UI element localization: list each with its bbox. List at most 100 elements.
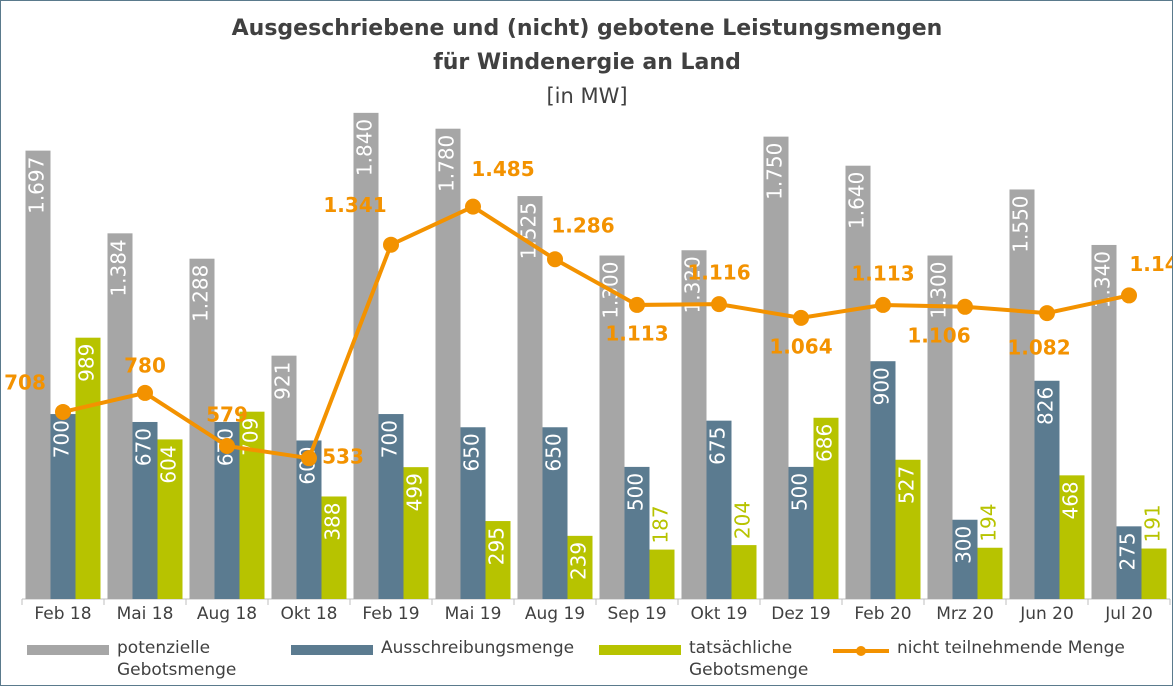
bar-value-label: 204 bbox=[731, 501, 755, 539]
bar bbox=[731, 545, 757, 599]
legend-item: nicht teilnehmende Menge bbox=[833, 637, 1173, 659]
line-point bbox=[1121, 287, 1137, 304]
bar bbox=[25, 150, 51, 599]
bar bbox=[763, 136, 789, 599]
x-tick-label: Mai 18 bbox=[117, 604, 174, 624]
line-point bbox=[55, 403, 71, 420]
bar-value-label: 826 bbox=[1034, 387, 1058, 425]
legend-rect bbox=[291, 645, 373, 655]
bar-value-label: 1.750 bbox=[763, 143, 787, 200]
legend-item: Ausschreibungsmenge bbox=[291, 637, 611, 659]
bar bbox=[353, 112, 379, 599]
x-tick-label: Mai 19 bbox=[445, 604, 502, 624]
bar bbox=[517, 196, 543, 599]
bar bbox=[239, 411, 265, 599]
legend-swatch bbox=[833, 646, 889, 656]
line-point bbox=[711, 296, 727, 313]
line-value-label: 1.064 bbox=[769, 334, 832, 358]
bar-value-label: 1.300 bbox=[927, 262, 951, 319]
bar-value-label: 295 bbox=[485, 527, 509, 565]
bar-value-label: 500 bbox=[788, 473, 812, 511]
legend-swatch bbox=[599, 645, 681, 655]
bar-value-label: 604 bbox=[157, 445, 181, 483]
x-tick-label: Feb 18 bbox=[34, 604, 91, 624]
x-tick-label: Jun 20 bbox=[1019, 604, 1074, 624]
chart: Ausgeschriebene und (nicht) gebotene Lei… bbox=[4, 16, 1172, 624]
chart-title: für Windenergie an Land bbox=[433, 50, 741, 75]
bar bbox=[460, 427, 486, 599]
bar-value-label: 191 bbox=[1141, 504, 1165, 542]
legend: potenzielle Gebotsmenge Ausschreibungsmen… bbox=[1, 637, 1172, 685]
line-value-label: 1.485 bbox=[471, 157, 534, 181]
bar-value-label: 700 bbox=[50, 420, 74, 458]
x-tick-label: Aug 18 bbox=[197, 604, 257, 624]
line-point bbox=[219, 438, 235, 455]
legend-item: potenzielle Gebotsmenge bbox=[27, 637, 247, 681]
bar-value-label: 499 bbox=[403, 473, 427, 511]
bar bbox=[1059, 475, 1085, 599]
bar-value-label: 388 bbox=[321, 502, 345, 540]
bar bbox=[952, 519, 978, 599]
line-value-label: 1.106 bbox=[907, 323, 970, 347]
bar-value-label: 275 bbox=[1116, 532, 1140, 570]
line-point bbox=[629, 296, 645, 313]
x-tick-label: Mrz 20 bbox=[936, 604, 994, 624]
line-point bbox=[465, 198, 481, 215]
bar-value-label: 650 bbox=[460, 433, 484, 471]
x-tick-label: Aug 19 bbox=[525, 604, 585, 624]
bar bbox=[107, 233, 133, 599]
bar-value-label: 194 bbox=[977, 504, 1001, 542]
x-tick-label: Jul 20 bbox=[1104, 604, 1153, 624]
chart-subtitle: [in MW] bbox=[546, 84, 627, 108]
bar-value-label: 500 bbox=[624, 473, 648, 511]
line-value-label: 1.082 bbox=[1007, 336, 1070, 360]
line-point bbox=[875, 296, 891, 313]
bar-value-label: 1.525 bbox=[517, 202, 541, 259]
bar bbox=[813, 417, 839, 599]
bar bbox=[485, 521, 511, 599]
bar bbox=[378, 414, 404, 599]
bar bbox=[321, 496, 347, 599]
bar-value-label: 527 bbox=[895, 466, 919, 504]
bar bbox=[157, 439, 183, 599]
bar-value-label: 675 bbox=[706, 427, 730, 465]
line-point bbox=[793, 309, 809, 326]
legend-swatch bbox=[291, 645, 373, 655]
bar bbox=[1141, 548, 1167, 599]
bar-value-label: 239 bbox=[567, 542, 591, 580]
bar bbox=[75, 337, 101, 599]
bar-value-label: 1.550 bbox=[1009, 195, 1033, 252]
bar-value-label: 700 bbox=[378, 420, 402, 458]
line-value-label: 780 bbox=[124, 353, 166, 377]
bar bbox=[706, 420, 732, 599]
bar bbox=[132, 421, 158, 599]
line-point bbox=[137, 384, 153, 401]
bar-value-label: 900 bbox=[870, 367, 894, 405]
line-value-label: 1.113 bbox=[605, 321, 668, 345]
legend-label: tatsächliche Gebotsmenge bbox=[689, 638, 809, 680]
legend-marker bbox=[856, 646, 866, 656]
line-point bbox=[301, 450, 317, 467]
bar bbox=[1116, 526, 1142, 599]
bar bbox=[1009, 189, 1035, 599]
line-value-label: 579 bbox=[206, 403, 248, 427]
bar-value-label: 1.288 bbox=[189, 265, 213, 322]
x-tick-label: Feb 19 bbox=[362, 604, 419, 624]
legend-label: nicht teilnehmende Menge bbox=[897, 638, 1125, 658]
legend-rect bbox=[27, 645, 109, 655]
line-value-label: 708 bbox=[4, 370, 46, 394]
legend-label: Ausschreibungsmenge bbox=[381, 638, 575, 658]
x-tick-label: Sep 19 bbox=[607, 604, 666, 624]
bar bbox=[599, 255, 625, 600]
bar bbox=[977, 547, 1003, 599]
bar-value-label: 921 bbox=[271, 362, 295, 400]
chart-title: Ausgeschriebene und (nicht) gebotene Lei… bbox=[232, 16, 943, 41]
bar bbox=[649, 549, 675, 599]
bar bbox=[927, 255, 953, 600]
line-point bbox=[1039, 305, 1055, 322]
line-point bbox=[957, 298, 973, 315]
line-value-label: 1.149 bbox=[1129, 252, 1172, 276]
line-value-label: 1.116 bbox=[687, 261, 750, 285]
bar-value-label: 300 bbox=[952, 526, 976, 564]
